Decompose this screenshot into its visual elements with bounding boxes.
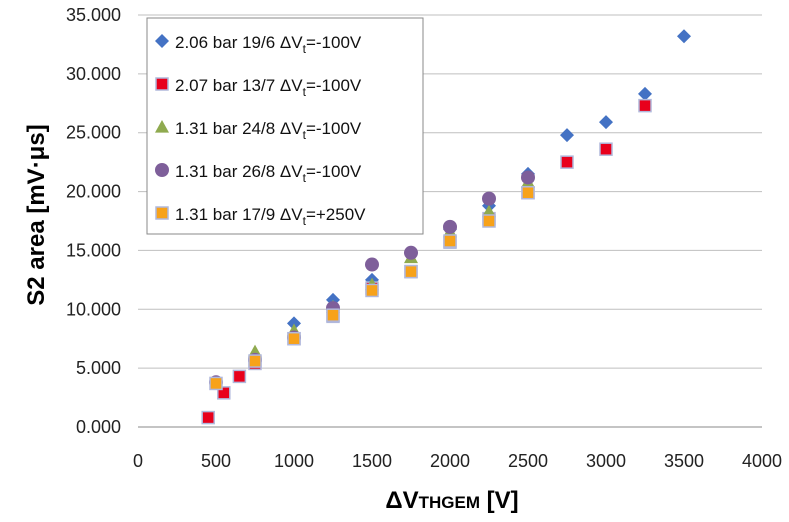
legend-marker	[155, 120, 169, 133]
y-tick-label: 0.000	[76, 417, 121, 437]
legend: 2.06 bar 19/6 ΔVt=-100V 2.07 bar 13/7 ΔVt…	[146, 17, 424, 235]
y-tick-labels: 0.000 5.000 10.000 15.000 20.000 25.000 30.000…	[66, 5, 121, 437]
data-point	[599, 115, 613, 130]
data-point	[638, 98, 652, 113]
data-point	[287, 316, 301, 331]
legend-label: 1.31 bar 26/8 ΔVt=-100V	[175, 162, 362, 185]
legend-label: 1.31 bar 17/9 ΔVt=+250V	[175, 205, 366, 228]
legend-item: 1.31 bar 26/8 ΔVt=-100V	[155, 162, 362, 185]
x-tick-label: 0	[133, 451, 143, 471]
data-point	[443, 219, 457, 234]
legend-marker	[155, 34, 169, 48]
x-axis-title: ΔVTHGEM [V]	[385, 487, 518, 514]
legend-label: 1.31 bar 24/8 ΔVt=-100V	[175, 119, 362, 142]
x-tick-label: 3500	[664, 451, 704, 471]
legend-label: 2.07 bar 13/7 ΔVt=-100V	[175, 76, 362, 99]
data-point	[677, 29, 691, 44]
y-tick-label: 10.000	[66, 299, 121, 319]
data-point	[201, 410, 215, 425]
data-point	[638, 86, 652, 101]
data-point	[482, 204, 496, 218]
data-point	[404, 264, 418, 279]
legend-label: 2.06 bar 19/6 ΔVt=-100V	[175, 33, 362, 56]
y-tick-label: 30.000	[66, 64, 121, 84]
x-tick-label: 1500	[352, 451, 392, 471]
legend-marker	[155, 206, 169, 220]
data-point	[209, 376, 223, 391]
data-point	[482, 214, 496, 228]
legend-marker	[155, 77, 169, 91]
y-axis-title: S2 area [mV·μs]	[23, 124, 50, 305]
data-point	[521, 185, 535, 200]
data-point	[232, 369, 247, 384]
data-point	[560, 128, 574, 143]
x-tick-label: 4000	[742, 451, 782, 471]
data-point	[326, 308, 340, 322]
data-point	[404, 245, 418, 260]
y-tick-label: 25.000	[66, 123, 121, 143]
legend-marker	[155, 163, 169, 177]
x-tick-label: 3000	[586, 451, 626, 471]
series-5	[209, 185, 535, 391]
data-point	[287, 331, 301, 346]
data-point	[365, 257, 379, 272]
data-point	[482, 191, 496, 206]
data-point	[365, 283, 379, 298]
legend-box	[146, 17, 424, 235]
x-tick-label: 2000	[430, 451, 470, 471]
data-point	[443, 234, 457, 248]
legend-item: 1.31 bar 17/9 ΔVt=+250V	[155, 205, 366, 228]
data-point	[560, 155, 574, 169]
y-tick-label: 15.000	[66, 240, 121, 260]
x-tick-labels: 0 500 1000 1500 2000 2500 3000 3500 4000	[133, 451, 782, 471]
data-point	[521, 170, 535, 185]
data-point	[248, 354, 262, 368]
legend-item: 2.07 bar 13/7 ΔVt=-100V	[155, 76, 362, 99]
y-tick-label: 20.000	[66, 182, 121, 202]
y-tick-label: 5.000	[76, 358, 121, 378]
x-tick-label: 2500	[508, 451, 548, 471]
data-point	[599, 142, 613, 156]
legend-item: 2.06 bar 19/6 ΔVt=-100V	[155, 33, 362, 56]
legend-item: 1.31 bar 24/8 ΔVt=-100V	[155, 119, 362, 142]
x-tick-label: 500	[201, 451, 231, 471]
y-tick-label: 35.000	[66, 5, 121, 25]
data-points	[201, 29, 691, 425]
x-tick-label: 1000	[274, 451, 314, 471]
